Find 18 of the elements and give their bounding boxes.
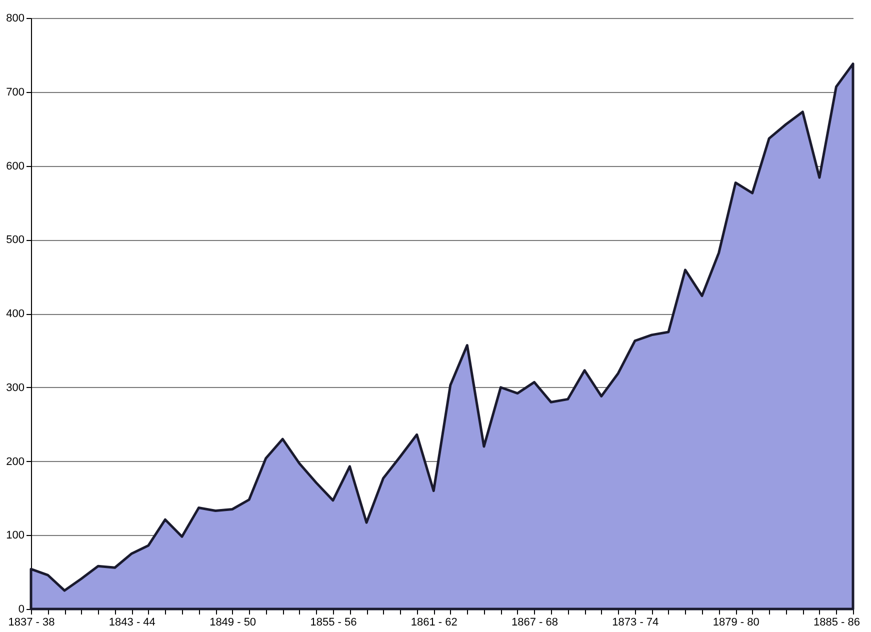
y-tick-label: 0 bbox=[18, 604, 24, 616]
y-tick-label: 700 bbox=[6, 86, 24, 98]
y-tick-label: 300 bbox=[6, 382, 24, 394]
y-tick-label: 600 bbox=[6, 160, 24, 172]
x-tick-label: 1849 - 50 bbox=[210, 616, 256, 628]
x-tick-label: 1837 - 38 bbox=[8, 616, 55, 628]
y-tick-label: 100 bbox=[6, 530, 24, 542]
x-tick-label: 1843 - 44 bbox=[108, 616, 156, 628]
y-tick-label: 800 bbox=[6, 12, 24, 24]
x-tick-label: 1873 - 74 bbox=[612, 616, 659, 628]
x-tick-label: 1879 - 80 bbox=[712, 616, 760, 628]
y-tick-label: 500 bbox=[6, 234, 24, 246]
x-tick-label: 1867 - 68 bbox=[512, 616, 558, 628]
y-tick-label: 400 bbox=[6, 308, 24, 320]
y-tick-label: 200 bbox=[6, 456, 24, 468]
x-tick-label: 1855 - 56 bbox=[310, 616, 357, 628]
x-tick-label: 1861 - 62 bbox=[410, 616, 458, 628]
x-tick-label: 1885 - 86 bbox=[813, 616, 860, 628]
